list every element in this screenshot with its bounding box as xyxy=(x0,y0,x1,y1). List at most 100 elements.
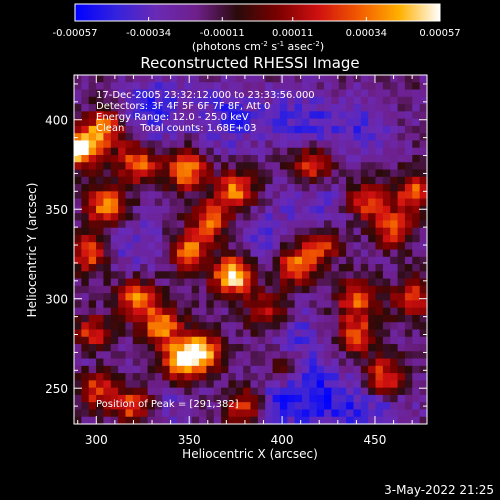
heatmap-cell xyxy=(338,365,347,374)
heatmap-cell xyxy=(169,256,178,265)
heatmap-cell xyxy=(221,416,230,425)
heatmap-cell xyxy=(162,111,171,120)
heatmap-cell xyxy=(140,234,149,243)
heatmap-cell xyxy=(243,336,252,345)
heatmap-cell xyxy=(346,184,355,192)
heatmap-cell xyxy=(331,278,340,287)
heatmap-cell xyxy=(191,140,200,149)
heatmap-cell xyxy=(309,307,318,316)
heatmap-cell xyxy=(228,82,237,91)
heatmap-cell xyxy=(404,227,413,236)
heatmap-cell xyxy=(324,314,332,323)
heatmap-cell xyxy=(118,271,127,280)
heatmap-cell xyxy=(272,125,281,134)
heatmap-cell xyxy=(132,213,141,222)
heatmap-cell xyxy=(272,387,281,396)
heatmap-cell xyxy=(338,162,347,171)
heatmap-cell xyxy=(191,125,200,134)
heatmap-cell xyxy=(81,198,90,207)
heatmap-cell xyxy=(206,278,215,287)
heatmap-cell xyxy=(250,278,259,287)
heatmap-cell xyxy=(309,104,318,112)
heatmap-cell xyxy=(272,96,281,105)
heatmap-cell xyxy=(154,191,163,200)
heatmap-cell xyxy=(88,409,97,418)
heatmap-cell xyxy=(279,162,288,171)
heatmap-cell xyxy=(184,234,193,243)
heatmap-cell xyxy=(294,176,303,185)
heatmap-cell xyxy=(162,394,171,403)
heatmap-cell xyxy=(191,96,200,105)
heatmap-cell xyxy=(301,162,310,171)
heatmap-cell xyxy=(235,329,244,338)
heatmap-cell xyxy=(213,336,222,345)
heatmap-cell xyxy=(316,125,325,134)
heatmap-cell xyxy=(404,162,413,171)
heatmap-cell xyxy=(206,264,215,272)
heatmap-cell xyxy=(324,329,332,338)
heatmap-cell xyxy=(368,264,377,272)
heatmap-cell xyxy=(176,147,185,156)
heatmap-cell xyxy=(199,358,207,367)
heatmap-cell xyxy=(404,380,413,389)
heatmap-cell xyxy=(375,111,384,120)
heatmap-cell xyxy=(221,380,230,389)
heatmap-cell xyxy=(272,329,281,338)
heatmap-cell xyxy=(338,184,347,192)
heatmap-cell xyxy=(353,293,362,301)
heatmap-cell xyxy=(309,314,318,323)
heatmap-cell xyxy=(199,416,207,425)
heatmap-cell xyxy=(331,293,340,301)
heatmap-cell xyxy=(140,140,149,149)
heatmap-cell xyxy=(191,147,200,156)
heatmap-cell xyxy=(346,336,355,345)
heatmap-cell xyxy=(397,184,406,192)
heatmap-cell xyxy=(110,402,119,411)
heatmap-cell xyxy=(397,96,406,105)
heatmap-cell xyxy=(206,358,215,367)
heatmap-cell xyxy=(154,89,163,98)
heatmap-cell xyxy=(147,191,156,200)
heatmap-cell xyxy=(265,271,274,280)
heatmap-cell xyxy=(184,249,193,258)
heatmap-cell xyxy=(316,89,325,98)
heatmap-cell xyxy=(118,242,127,251)
heatmap-cell xyxy=(397,271,406,280)
heatmap-cell xyxy=(412,154,421,163)
heatmap-cell xyxy=(169,285,178,294)
heatmap-cell xyxy=(103,176,112,185)
heatmap-cell xyxy=(397,293,406,301)
heatmap-cell xyxy=(309,184,318,192)
heatmap-cell xyxy=(110,307,119,316)
heatmap-cell xyxy=(88,344,97,352)
heatmap-cell xyxy=(309,329,318,338)
heatmap-cell xyxy=(397,380,406,389)
heatmap-cell xyxy=(88,285,97,294)
heatmap-cell xyxy=(74,351,82,360)
heatmap-cell xyxy=(324,322,332,331)
heatmap-cell xyxy=(243,89,252,98)
heatmap-cell xyxy=(110,314,119,323)
heatmap-cell xyxy=(382,220,391,229)
heatmap-cell xyxy=(243,162,252,171)
heatmap-cell xyxy=(176,154,185,163)
heatmap-cell xyxy=(162,351,171,360)
heatmap-cell xyxy=(390,293,399,301)
heatmap-cell xyxy=(213,89,222,98)
heatmap-cell xyxy=(301,205,310,214)
heatmap-cell xyxy=(375,387,384,396)
heatmap-cell xyxy=(191,220,200,229)
heatmap-cell xyxy=(316,154,325,163)
heatmap-cell xyxy=(346,220,355,229)
heatmap-cell xyxy=(125,409,134,418)
heatmap-cell xyxy=(368,336,377,345)
heatmap-cell xyxy=(338,264,347,272)
heatmap-cell xyxy=(213,198,222,207)
heatmap-cell xyxy=(103,380,112,389)
heatmap-cell xyxy=(287,111,296,120)
heatmap-cell xyxy=(353,322,362,331)
heatmap-cell xyxy=(368,329,377,338)
heatmap-cell xyxy=(96,234,105,243)
heatmap-cell xyxy=(213,205,222,214)
heatmap-cell xyxy=(235,82,244,91)
